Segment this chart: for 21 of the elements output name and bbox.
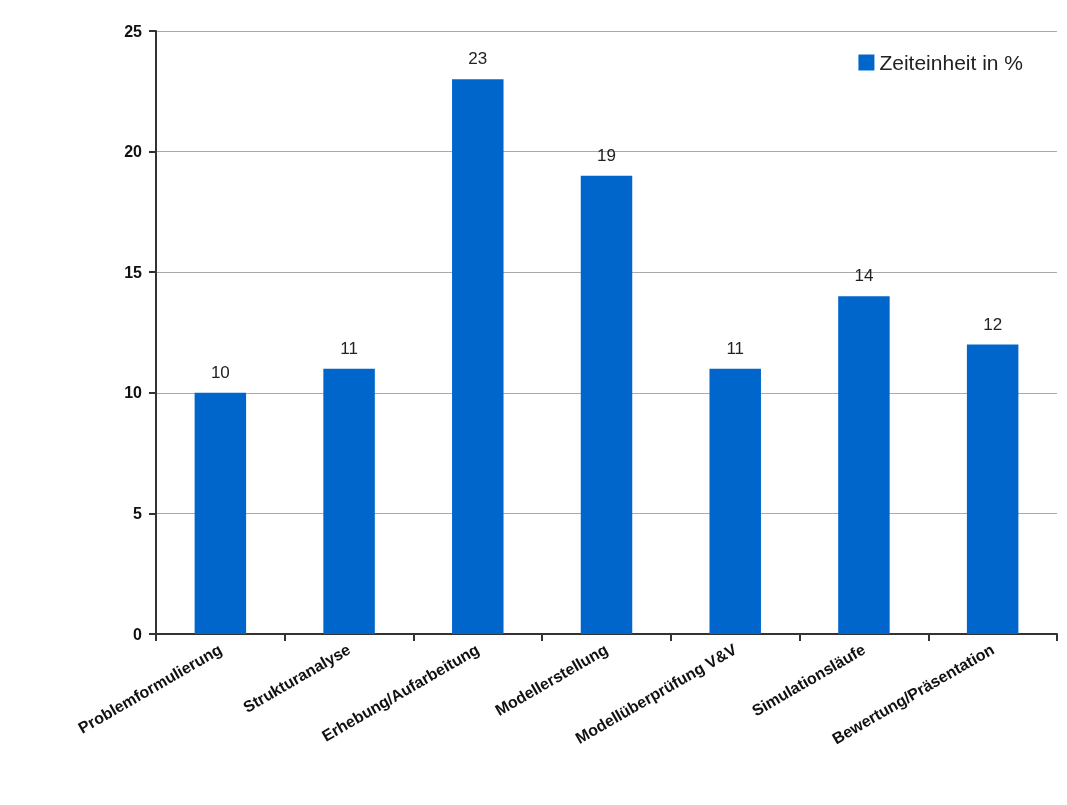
data-label: 11	[726, 338, 745, 358]
y-tick-label: 25	[124, 22, 143, 40]
y-tick-label: 0	[133, 625, 143, 643]
data-label: 23	[468, 49, 488, 69]
data-label: 12	[983, 314, 1003, 334]
data-label: 19	[597, 145, 616, 165]
data-label: 14	[854, 266, 874, 286]
bar	[452, 79, 504, 634]
data-label: 10	[210, 362, 230, 382]
y-tick-label: 20	[124, 143, 143, 161]
bar	[194, 392, 247, 634]
bar	[966, 344, 1019, 634]
data-label: 11	[340, 338, 358, 358]
bar	[838, 296, 890, 634]
bar	[323, 368, 375, 634]
legend-label: Zeiteinheit in %	[879, 51, 1023, 74]
y-tick-label: 15	[124, 263, 143, 281]
bar	[580, 175, 633, 634]
y-tick-label: 10	[124, 384, 143, 402]
bar	[709, 368, 761, 634]
y-tick-label: 5	[133, 504, 143, 522]
